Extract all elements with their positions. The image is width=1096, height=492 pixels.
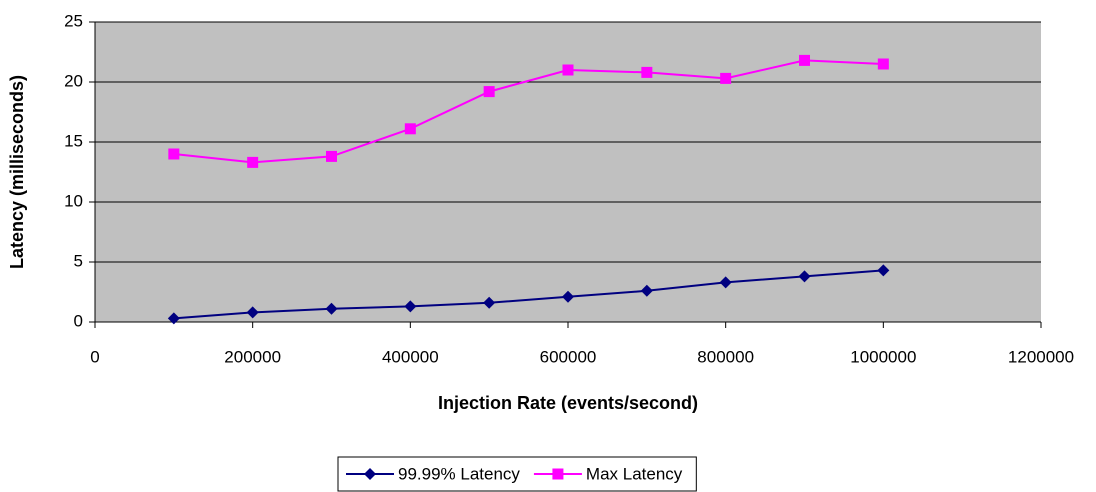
x-tick-label: 400000 bbox=[382, 347, 439, 366]
y-tick-label: 10 bbox=[64, 191, 83, 210]
y-tick-label: 0 bbox=[74, 311, 83, 330]
y-tick-label: 5 bbox=[74, 251, 83, 270]
x-tick-label: 200000 bbox=[224, 347, 281, 366]
marker bbox=[799, 54, 810, 66]
marker bbox=[483, 296, 496, 309]
marker bbox=[483, 86, 495, 98]
marker bbox=[168, 148, 180, 160]
marker bbox=[167, 312, 180, 325]
marker bbox=[404, 123, 416, 135]
legend-label: Max Latency bbox=[586, 464, 683, 483]
legend-label: 99.99% Latency bbox=[398, 464, 520, 483]
marker bbox=[877, 264, 890, 277]
marker bbox=[247, 156, 259, 168]
marker bbox=[877, 58, 889, 70]
marker bbox=[562, 290, 574, 303]
y-tick-label: 15 bbox=[64, 131, 83, 150]
marker bbox=[404, 300, 417, 313]
x-tick-label: 1200000 bbox=[1008, 347, 1074, 366]
marker bbox=[640, 284, 653, 297]
x-tick-label: 0 bbox=[90, 347, 99, 366]
series-line bbox=[173, 269, 884, 320]
marker bbox=[720, 72, 732, 84]
marker bbox=[364, 468, 376, 480]
x-tick-label: 800000 bbox=[697, 347, 754, 366]
marker bbox=[326, 150, 337, 162]
x-tick-label: 600000 bbox=[540, 347, 597, 366]
marker bbox=[641, 66, 653, 78]
y-tick-label: 20 bbox=[64, 71, 83, 90]
y-tick-label: 25 bbox=[64, 11, 83, 30]
marker bbox=[552, 468, 564, 480]
marker bbox=[798, 270, 811, 283]
marker bbox=[719, 276, 732, 289]
marker bbox=[246, 306, 259, 319]
x-axis-title: Injection Rate (events/second) bbox=[438, 393, 698, 413]
series-line bbox=[173, 59, 884, 164]
legend bbox=[337, 456, 697, 492]
marker bbox=[562, 64, 574, 76]
marker bbox=[325, 302, 338, 315]
y-axis-title: Latency (milliseconds) bbox=[7, 75, 27, 269]
x-tick-label: 1000000 bbox=[850, 347, 916, 366]
